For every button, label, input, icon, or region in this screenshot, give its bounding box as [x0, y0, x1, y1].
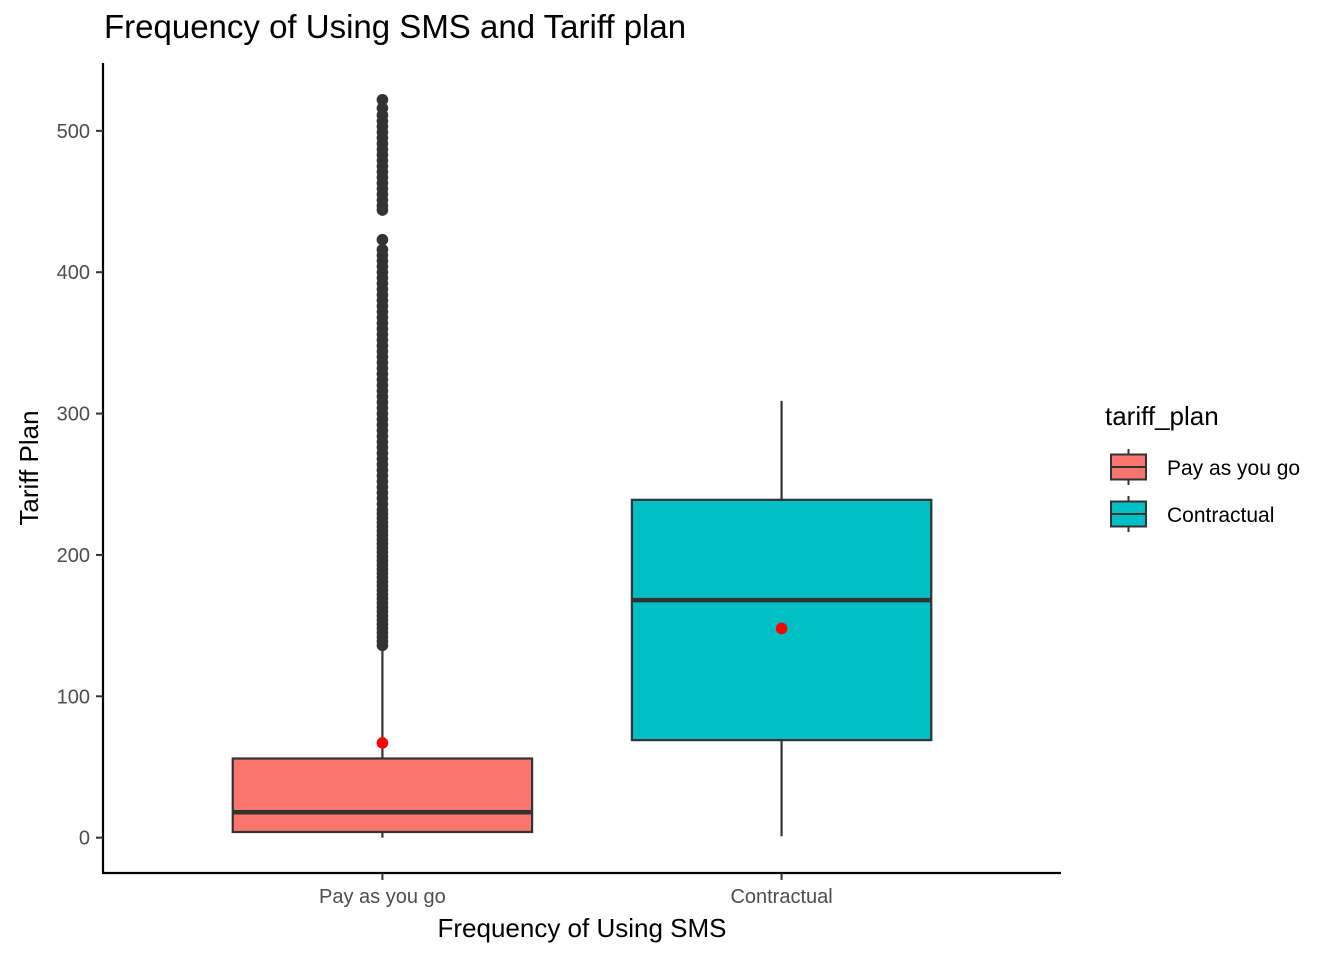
outlier-point: [376, 93, 389, 106]
y-tick-label: 400: [57, 262, 90, 284]
plot-area: [231, 93, 933, 838]
y-axis-title: Tariff Plan: [14, 410, 44, 525]
outlier-point: [376, 233, 389, 246]
y-tick-label: 500: [57, 121, 90, 143]
y-tick-label: 0: [79, 828, 90, 850]
legend-label: Pay as you go: [1167, 457, 1300, 480]
y-tick-label: 100: [57, 686, 90, 708]
box-1: [630, 498, 933, 742]
legend-label: Contractual: [1167, 504, 1274, 527]
outlier-point: [376, 102, 389, 115]
x-axis-title: Frequency of Using SMS: [437, 913, 726, 943]
outlier-point: [376, 243, 389, 256]
x-tick-label: Contractual: [730, 886, 832, 908]
legend-title: tariff_plan: [1105, 401, 1219, 431]
x-tick-label: Pay as you go: [319, 886, 446, 908]
box-0: [231, 757, 534, 834]
y-axis-ticks: 0 100 200 300 400 500: [57, 121, 103, 850]
chart-title: Frequency of Using SMS and Tariff plan: [104, 8, 687, 45]
mean-point: [376, 737, 389, 749]
y-tick-label: 200: [57, 545, 90, 567]
mean-point: [775, 622, 788, 635]
legend: tariff_plan Pay as you go Contractual: [1105, 401, 1300, 532]
x-axis-ticks: Pay as you go Contractual: [319, 873, 833, 908]
y-tick-label: 300: [57, 404, 90, 426]
